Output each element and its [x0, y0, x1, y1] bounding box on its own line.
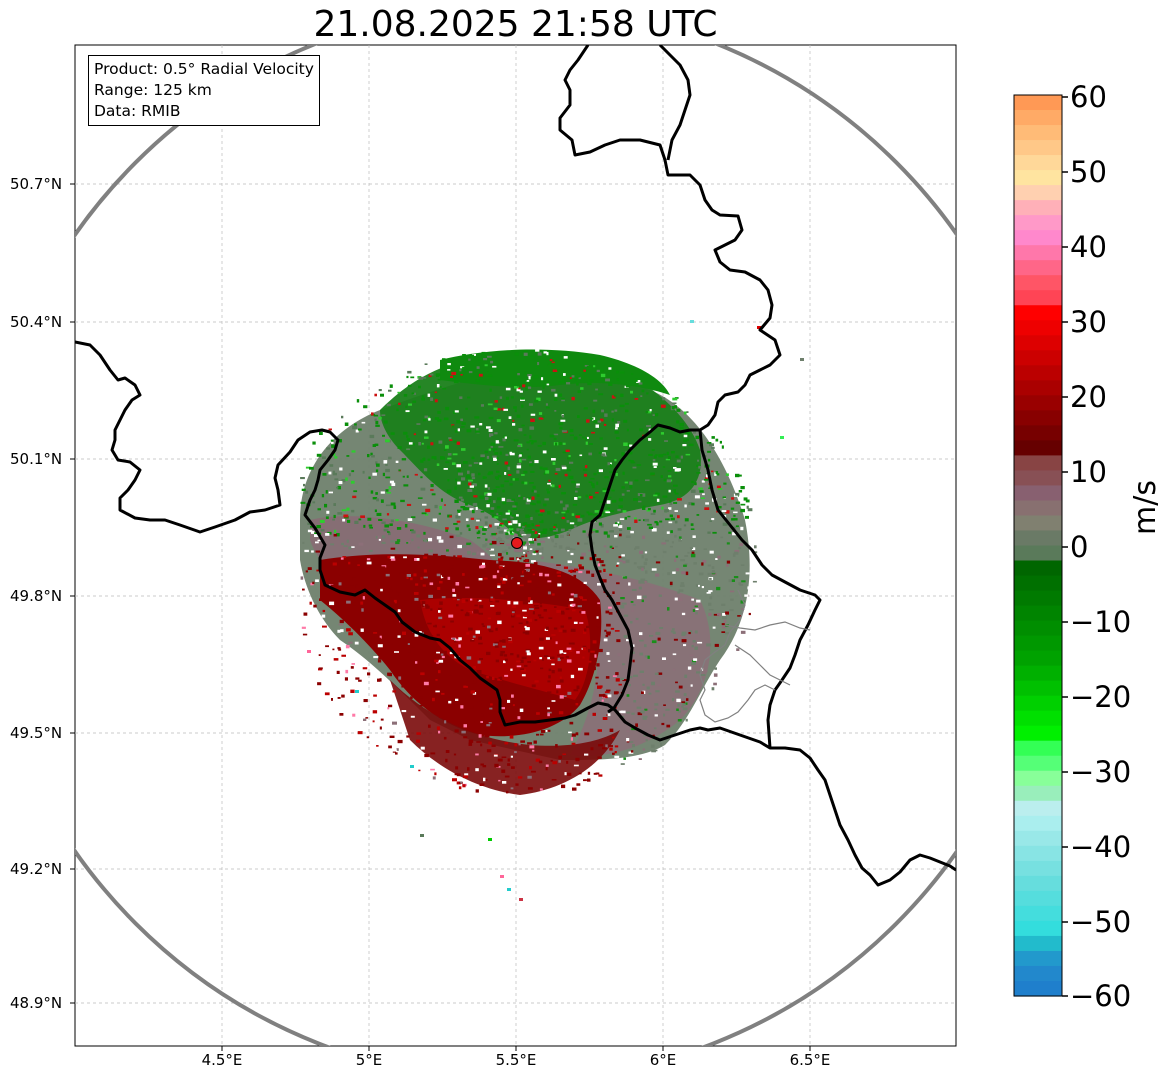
lon-label: 6°E [649, 1051, 677, 1069]
colorbar-tick-label: 40 [1070, 230, 1107, 264]
colorbar-band [1014, 725, 1062, 742]
colorbar-band [1014, 635, 1062, 652]
lat-label: 50.1°N [10, 450, 63, 468]
colorbar-band [1014, 275, 1062, 291]
colorbar-tick-label: 10 [1070, 455, 1107, 489]
colorbar-band [1014, 980, 1062, 997]
colorbar-band [1014, 860, 1062, 877]
colorbar-band [1014, 890, 1062, 907]
colorbar-band [1014, 200, 1062, 216]
colorbar-unit-label: m/s [1128, 480, 1163, 535]
colorbar-band [1014, 140, 1062, 156]
colorbar-tick-label: −40 [1070, 830, 1132, 864]
lat-label: 49.8°N [10, 587, 63, 605]
colorbar-band [1014, 935, 1062, 952]
colorbar-band [1014, 230, 1062, 246]
colorbar-band [1014, 530, 1062, 547]
colorbar-band [1014, 815, 1062, 832]
colorbar-tick-label: −10 [1070, 605, 1132, 639]
colorbar-tick-label: 0 [1070, 530, 1089, 564]
colorbar-band [1014, 605, 1062, 622]
colorbar-band [1014, 170, 1062, 186]
colorbar-band [1014, 410, 1062, 426]
colorbar-band [1014, 905, 1062, 922]
axis-tick-marks [70, 183, 811, 1051]
colorbar-band [1014, 755, 1062, 772]
lon-label: 6.5°E [789, 1051, 831, 1069]
colorbar-band [1014, 740, 1062, 757]
colorbar-band [1014, 95, 1062, 111]
colorbar-band [1014, 680, 1062, 697]
radar-speckles [300, 320, 804, 901]
colorbar-band [1014, 380, 1062, 396]
region-borders [699, 589, 811, 723]
colorbar-band [1014, 590, 1062, 607]
colorbar-band [1014, 455, 1062, 472]
product-label: Product: 0.5° Radial Velocity [94, 60, 314, 78]
colorbar-band [1014, 545, 1062, 562]
colorbar-band [1014, 920, 1062, 937]
colorbar-band [1014, 665, 1062, 682]
colorbar-band [1014, 215, 1062, 231]
colorbar-band [1014, 875, 1062, 892]
colorbar-band [1014, 560, 1062, 577]
colorbar-band [1014, 485, 1062, 502]
colorbar-band [1014, 290, 1062, 306]
colorbar-tick-marks [1062, 96, 1068, 997]
colorbar-band [1014, 260, 1062, 276]
lon-label: 5°E [355, 1051, 383, 1069]
colorbar-band [1014, 185, 1062, 201]
colorbar-tick-label: 20 [1070, 380, 1107, 414]
colorbar-band [1014, 785, 1062, 802]
colorbar-band [1014, 950, 1062, 967]
colorbar-band [1014, 800, 1062, 817]
colorbar-band [1014, 695, 1062, 712]
colorbar [1014, 95, 1062, 997]
colorbar-tick-label: −30 [1070, 755, 1132, 789]
data-source-label: Data: RMIB [94, 102, 181, 120]
colorbar-tick-label: −50 [1070, 905, 1132, 939]
colorbar-band [1014, 425, 1062, 441]
lat-label: 50.7°N [10, 175, 63, 193]
lat-label: 50.4°N [10, 313, 63, 331]
colorbar-tick-label: −20 [1070, 680, 1132, 714]
colorbar-band [1014, 650, 1062, 667]
colorbar-tick-label: −60 [1070, 979, 1132, 1013]
country-borders [75, 45, 956, 887]
range-label: Range: 125 km [94, 81, 212, 99]
colorbar-band [1014, 245, 1062, 261]
colorbar-band [1014, 155, 1062, 171]
colorbar-tick-label: 50 [1070, 155, 1107, 189]
colorbar-band [1014, 500, 1062, 517]
colorbar-band [1014, 365, 1062, 381]
lon-label: 5.5°E [495, 1051, 537, 1069]
colorbar-tick-label: 30 [1070, 305, 1107, 339]
colorbar-band [1014, 440, 1062, 456]
colorbar-band [1014, 320, 1062, 336]
colorbar-band [1014, 395, 1062, 411]
map-title: 21.08.2025 21:58 UTC [313, 4, 718, 45]
lon-label: 4.5°E [201, 1051, 243, 1069]
colorbar-band [1014, 350, 1062, 366]
colorbar-band [1014, 110, 1062, 126]
colorbar-band [1014, 515, 1062, 532]
colorbar-band [1014, 770, 1062, 787]
colorbar-band [1014, 620, 1062, 637]
colorbar-band [1014, 830, 1062, 847]
lat-label: 49.2°N [10, 860, 63, 878]
colorbar-tick-label: 60 [1070, 80, 1107, 114]
lat-label: 49.5°N [10, 724, 63, 742]
colorbar-band [1014, 470, 1062, 487]
colorbar-band [1014, 335, 1062, 351]
colorbar-band [1014, 845, 1062, 862]
colorbar-band [1014, 125, 1062, 141]
lat-label: 48.9°N [10, 994, 63, 1012]
colorbar-band [1014, 305, 1062, 321]
colorbar-band [1014, 575, 1062, 592]
colorbar-band [1014, 965, 1062, 982]
colorbar-band [1014, 710, 1062, 727]
product-info-box: Product: 0.5° Radial Velocity Range: 125… [88, 55, 320, 126]
radar-site-marker [511, 537, 523, 549]
